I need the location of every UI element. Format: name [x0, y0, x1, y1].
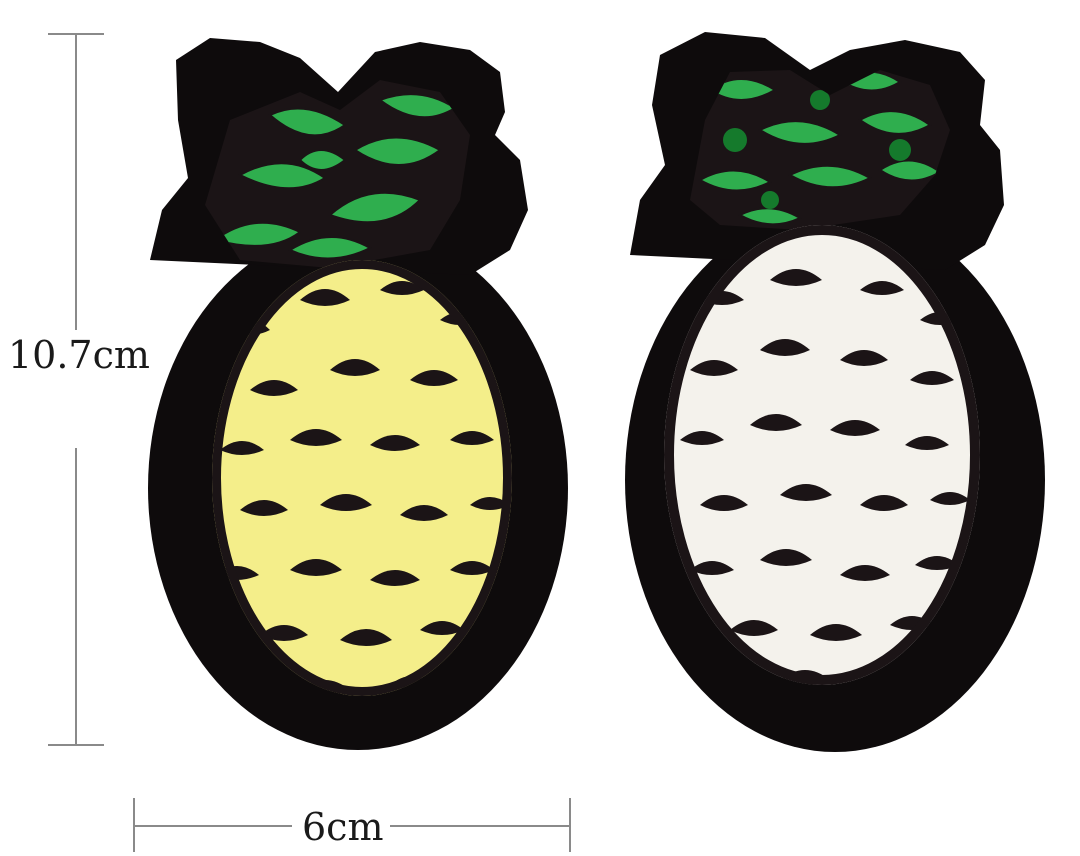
crown-leaves [205, 80, 470, 268]
pineapple-body [664, 225, 980, 685]
width-dimension-label: 6cm [296, 808, 390, 846]
pineapple-patch-yellow [148, 38, 568, 750]
pineapple-patch-white [625, 32, 1045, 752]
pineapple-body [212, 260, 512, 696]
crown-leaves [690, 70, 950, 230]
width-dimension [133, 798, 571, 852]
height-dimension [48, 33, 104, 746]
height-dimension-label: 10.7cm [8, 333, 150, 377]
